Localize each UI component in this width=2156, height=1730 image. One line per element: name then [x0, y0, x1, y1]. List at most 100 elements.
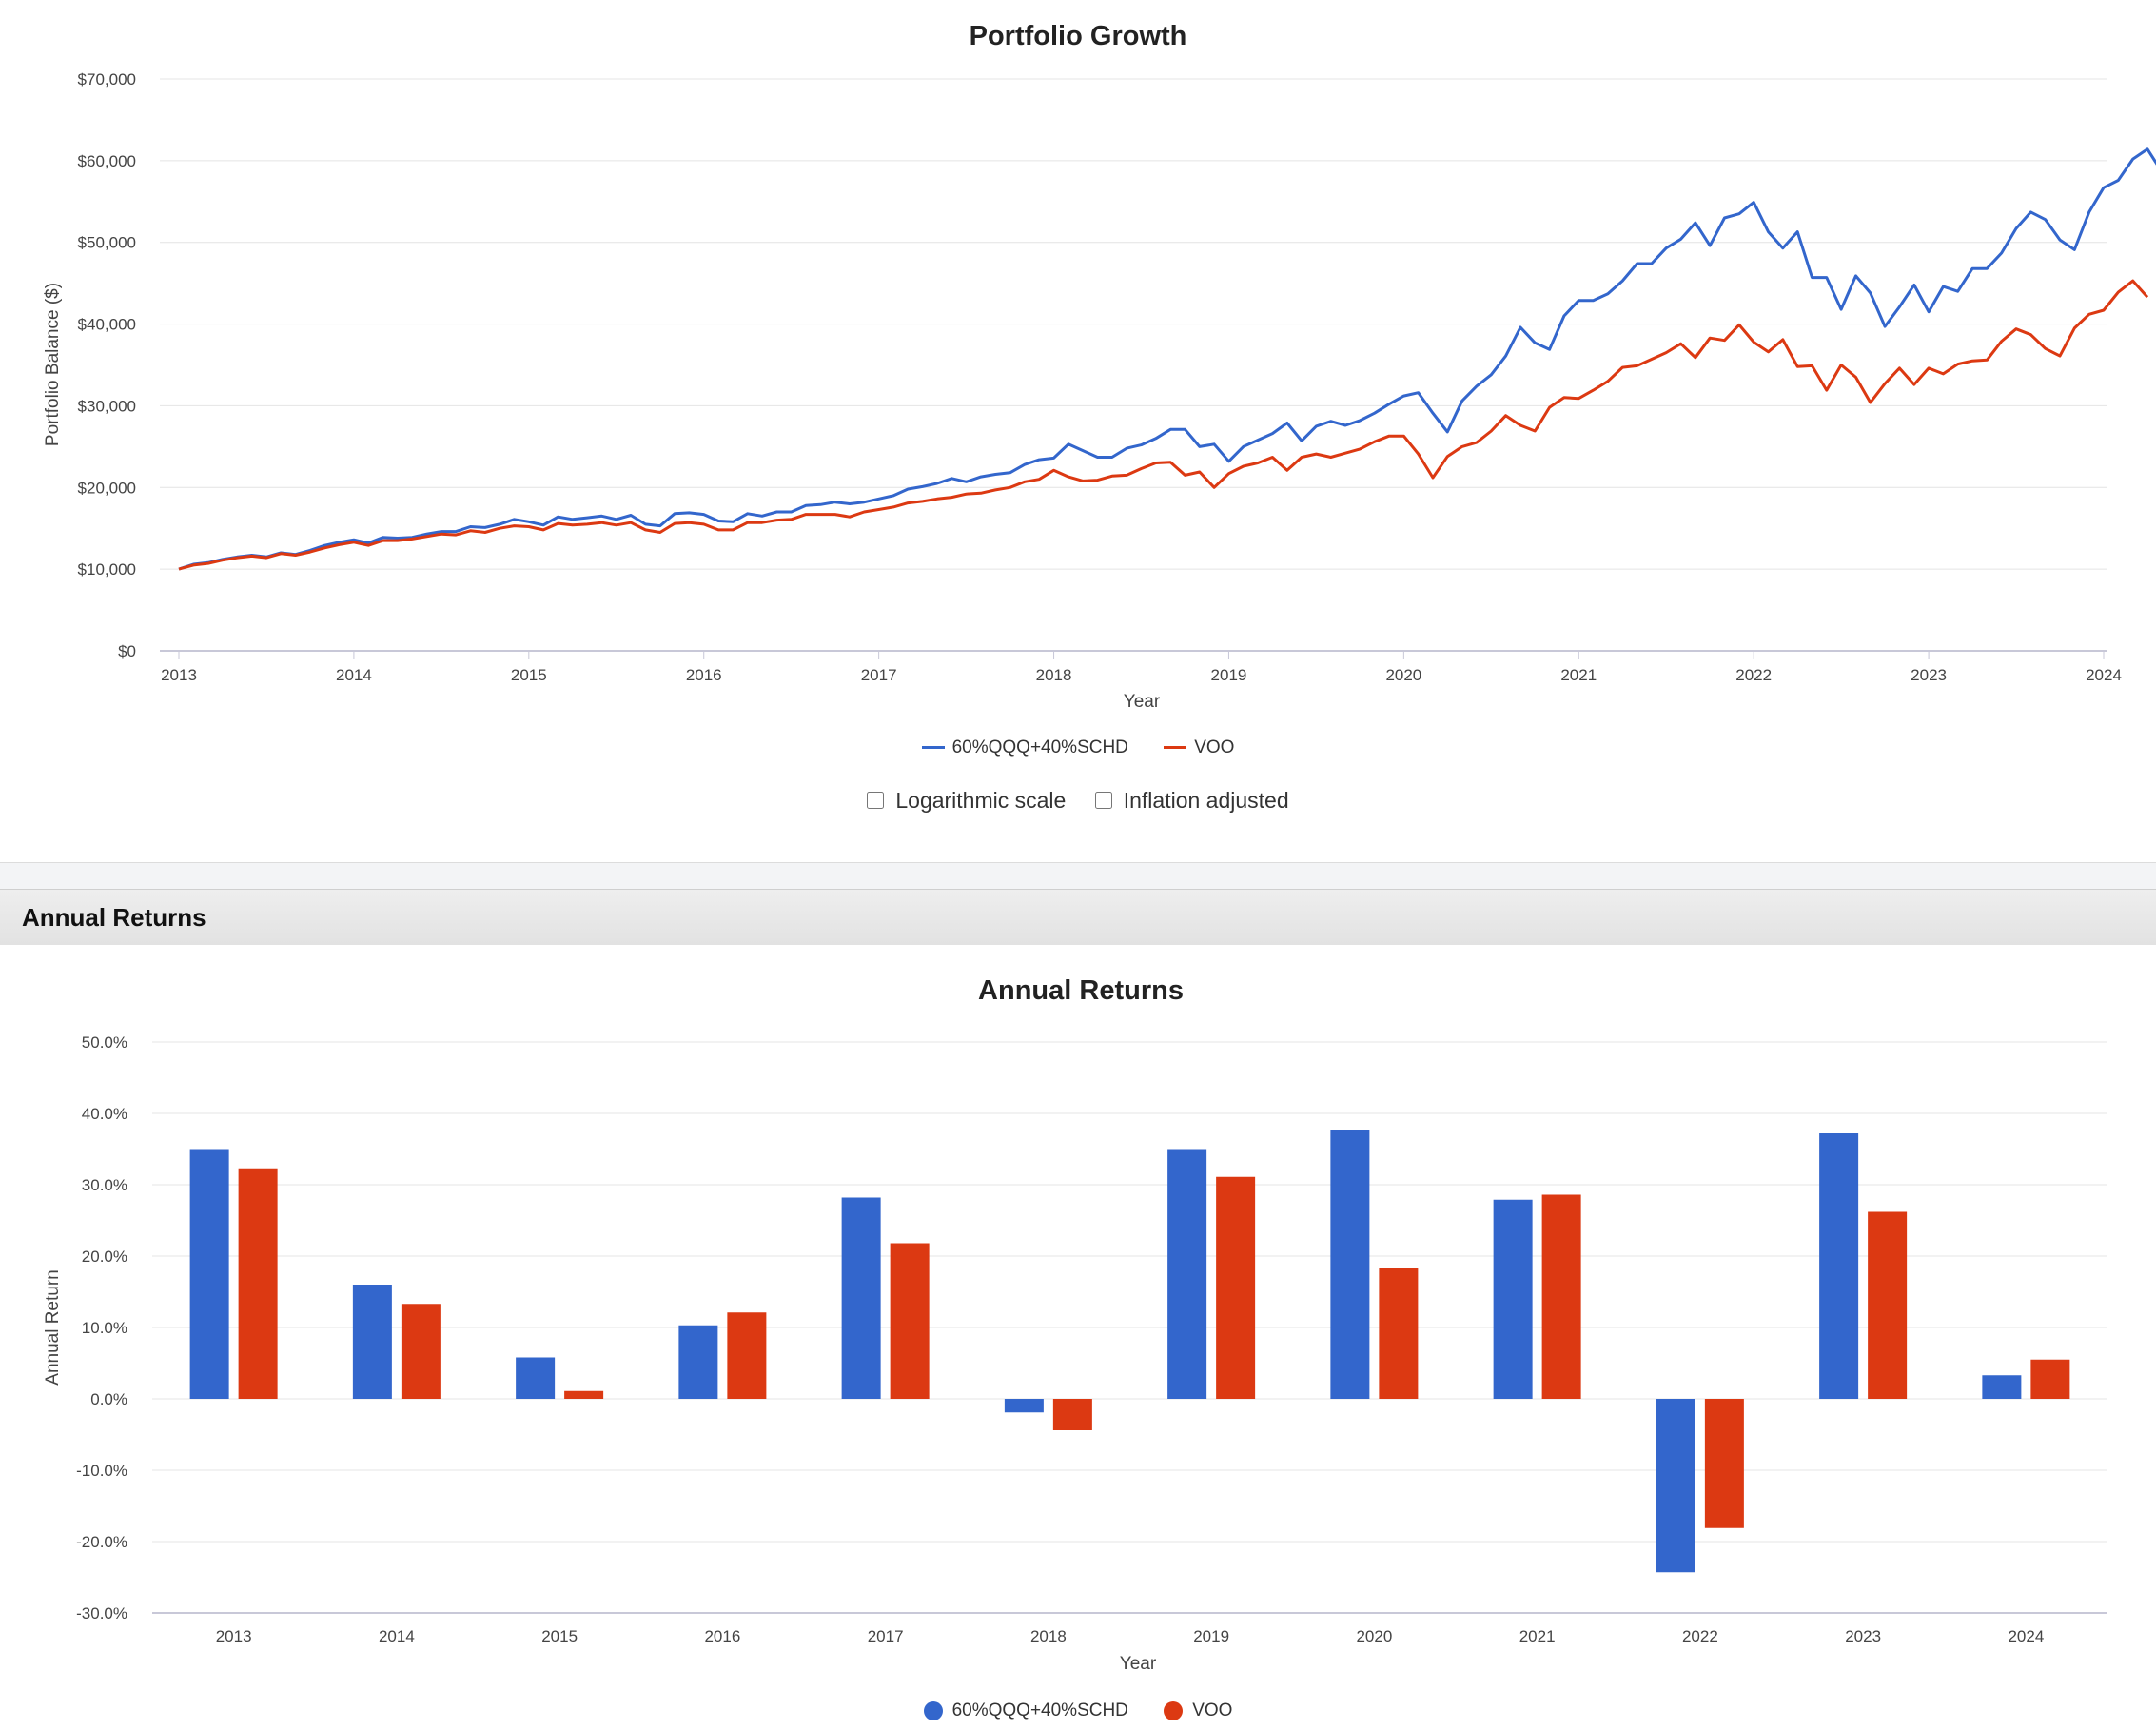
log-scale-label: Logarithmic scale — [895, 788, 1067, 813]
x-tick-label: 2021 — [1519, 1627, 1556, 1645]
inflation-adjusted-checkbox[interactable] — [1094, 791, 1112, 809]
bar-series-2 — [1379, 1268, 1419, 1399]
bar-series-1 — [1819, 1133, 1859, 1399]
x-axis-label: Year — [1124, 692, 1161, 712]
x-tick-label: 2016 — [686, 666, 722, 684]
y-tick-label: -20.0% — [76, 1533, 127, 1551]
bar-series-1 — [1004, 1399, 1044, 1413]
y-tick-label: 40.0% — [82, 1105, 127, 1123]
x-tick-label: 2018 — [1030, 1627, 1067, 1645]
bar-series-1 — [678, 1325, 718, 1399]
y-tick-label: 20.0% — [82, 1248, 127, 1266]
legend-label: VOO — [1192, 1701, 1233, 1720]
legend-dot-icon — [1164, 1701, 1184, 1720]
annual-returns-panel: Annual Returns -30.0% -20.0% -10.0% 0.0% 10.0… — [0, 945, 2156, 1730]
x-tick-label: 2015 — [511, 666, 547, 684]
x-tick-label: 2023 — [1911, 666, 1947, 684]
returns-legend: 60%QQQ+40%SCHD VOO — [0, 1701, 2156, 1721]
y-tick-label: -30.0% — [76, 1604, 127, 1622]
bar-series-1 — [516, 1357, 556, 1399]
bar-series-2 — [1541, 1194, 1581, 1399]
y-axis-label: Annual Return — [43, 1269, 63, 1385]
legend-item-series-1[interactable]: 60%QQQ+40%SCHD — [921, 737, 1128, 758]
y-tick-label: $40,000 — [78, 316, 136, 334]
bar-series-2 — [401, 1304, 441, 1399]
x-tick-label: 2024 — [2008, 1627, 2044, 1645]
portfolio-growth-panel: Portfolio Growth $0 $10,000 $20,000 $30,000 $… — [0, 0, 2156, 862]
log-scale-option[interactable]: Logarithmic scale — [867, 788, 1066, 814]
y-tick-label: $10,000 — [78, 560, 136, 579]
x-tick-label: 2013 — [161, 666, 197, 684]
y-tick-label: $60,000 — [78, 152, 136, 170]
legend-line-icon — [1164, 746, 1187, 750]
section-separator — [0, 862, 2156, 890]
legend-label: 60%QQQ+40%SCHD — [951, 1701, 1128, 1720]
x-tick-label: 2020 — [1356, 1627, 1392, 1645]
y-tick-label: $70,000 — [78, 70, 136, 88]
bar-series-2 — [1704, 1399, 1744, 1528]
chart-title: Portfolio Growth — [970, 21, 1187, 51]
chart-title: Annual Returns — [978, 975, 1184, 1006]
x-tick-label: 2021 — [1560, 666, 1597, 684]
bar-series-1 — [1656, 1399, 1695, 1573]
bar-series-2 — [564, 1390, 604, 1399]
bar-series-1 — [1330, 1130, 1370, 1399]
annual-returns-chart: Annual Returns -30.0% -20.0% -10.0% 0.0% 10.0… — [43, 975, 2107, 1674]
portfolio-growth-chart: Portfolio Growth $0 $10,000 $20,000 $30,000 $… — [43, 21, 2156, 712]
x-tick-label: 2017 — [861, 666, 897, 684]
y-tick-label: 10.0% — [82, 1319, 127, 1337]
legend-item-series-2[interactable]: VOO — [1164, 737, 1234, 758]
bar-series-2 — [890, 1243, 930, 1399]
inflation-option[interactable]: Inflation adjusted — [1094, 788, 1289, 814]
bar-series-1 — [1167, 1149, 1207, 1399]
x-tick-label: 2019 — [1193, 1627, 1229, 1645]
y-axis-label: Portfolio Balance ($) — [43, 283, 63, 446]
x-tick-label: 2014 — [379, 1627, 415, 1645]
legend-item-series-1[interactable]: 60%QQQ+40%SCHD — [923, 1701, 1128, 1721]
chart-options: Logarithmic scale Inflation adjusted — [0, 788, 2156, 814]
bar-series-2 — [238, 1168, 278, 1399]
x-tick-label: 2014 — [336, 666, 372, 684]
legend-dot-icon — [923, 1701, 943, 1720]
bar-series-1 — [352, 1285, 392, 1399]
bar-series-1 — [841, 1197, 881, 1399]
bar-series-2 — [727, 1312, 767, 1399]
bar-series-1 — [1982, 1375, 2022, 1399]
x-tick-label: 2019 — [1211, 666, 1247, 684]
x-tick-label: 2022 — [1735, 666, 1772, 684]
legend-item-series-2[interactable]: VOO — [1164, 1701, 1232, 1721]
x-axis-label: Year — [1120, 1654, 1157, 1674]
bar-series-2 — [2030, 1359, 2070, 1399]
y-tick-label: 30.0% — [82, 1176, 127, 1194]
legend-label: 60%QQQ+40%SCHD — [951, 737, 1128, 757]
y-tick-label: $30,000 — [78, 397, 136, 415]
log-scale-checkbox[interactable] — [867, 791, 885, 809]
x-tick-label: 2015 — [541, 1627, 578, 1645]
inflation-adjusted-label: Inflation adjusted — [1123, 788, 1289, 813]
legend-label: VOO — [1194, 737, 1235, 757]
x-tick-label: 2018 — [1036, 666, 1072, 684]
y-tick-label: -10.0% — [76, 1462, 127, 1480]
series-line-2 — [178, 279, 2149, 571]
y-tick-label: 0.0% — [90, 1390, 127, 1408]
section-title: Annual Returns — [22, 903, 206, 932]
x-tick-label: 2016 — [704, 1627, 740, 1645]
y-tick-label: $0 — [118, 642, 136, 660]
y-tick-label: 50.0% — [82, 1033, 127, 1052]
x-tick-label: 2017 — [868, 1627, 904, 1645]
annual-returns-section-header: Annual Returns — [0, 889, 2156, 946]
y-tick-label: $50,000 — [78, 234, 136, 252]
y-tick-label: $20,000 — [78, 479, 136, 497]
x-tick-label: 2024 — [2086, 666, 2122, 684]
x-tick-label: 2013 — [216, 1627, 252, 1645]
bar-series-1 — [1493, 1199, 1533, 1399]
bar-series-2 — [1868, 1211, 1908, 1399]
x-tick-label: 2022 — [1682, 1627, 1718, 1645]
bar-series-2 — [1216, 1176, 1256, 1399]
series-line-1 — [178, 147, 2156, 571]
x-tick-label: 2020 — [1385, 666, 1421, 684]
legend-line-icon — [921, 746, 945, 750]
bar-series-1 — [189, 1149, 229, 1399]
growth-legend: 60%QQQ+40%SCHD VOO — [0, 737, 2156, 758]
bar-series-2 — [1052, 1399, 1092, 1430]
